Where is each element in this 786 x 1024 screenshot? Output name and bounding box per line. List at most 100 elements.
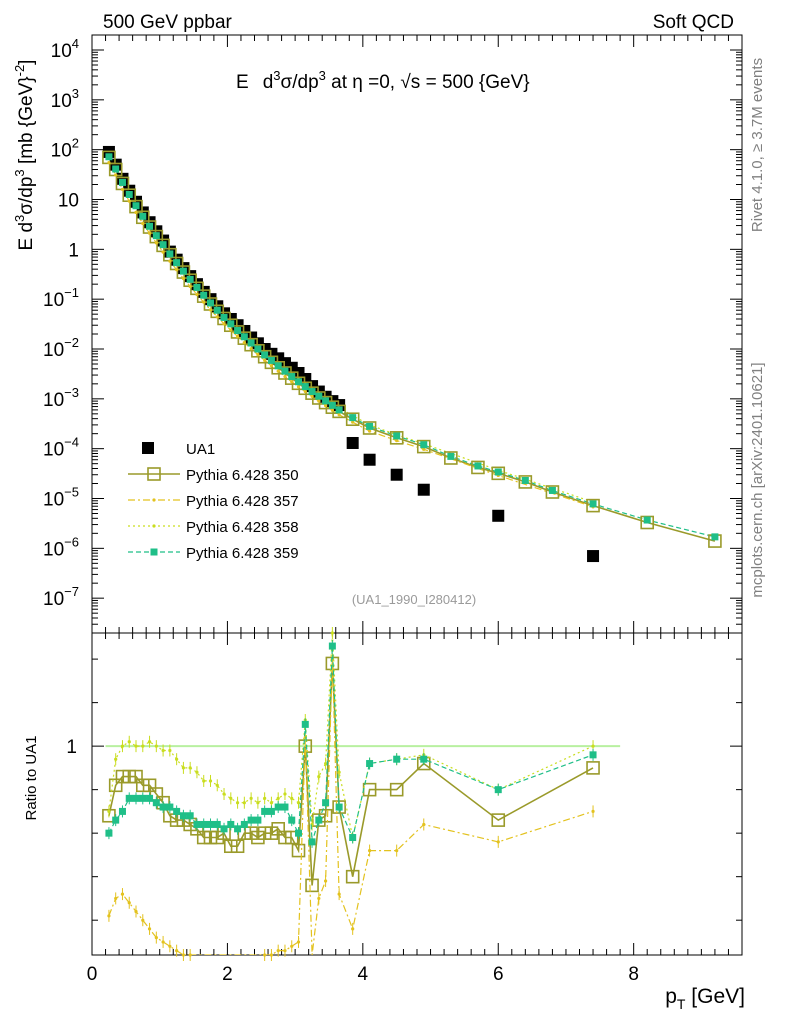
series-point [220, 313, 228, 321]
ratio-point [134, 909, 138, 914]
main-y-axis-label: E d3σ/dp3 [mb {GeV}-2] [12, 60, 37, 251]
series-point [175, 268, 179, 272]
ratio-point [127, 740, 131, 744]
series-point [491, 466, 506, 481]
ratio-point [335, 803, 343, 811]
ratio-point [222, 792, 226, 796]
ratio-point [315, 816, 323, 824]
ratio-point [120, 892, 125, 896]
analysis-watermark: (UA1_1990_I280412) [352, 592, 476, 607]
series-point [711, 533, 719, 541]
side-rivet-label: Rivet 4.1.0, ≥ 3.7M events [749, 58, 766, 232]
series-point [229, 328, 233, 332]
series-point [518, 475, 533, 489]
series-point [288, 373, 296, 381]
ratio-point [186, 812, 194, 820]
ratio-point [141, 918, 145, 922]
ratio-point [188, 953, 192, 957]
series-line [108, 162, 594, 508]
series-point [125, 190, 133, 198]
ratio-point [263, 796, 267, 800]
series-point [295, 378, 303, 386]
legend-label: Pythia 6.428 350 [186, 467, 299, 484]
y-tick-label: 10−2 [43, 335, 79, 361]
ratio-point [193, 820, 201, 828]
ratio-point [242, 801, 246, 805]
ratio-point [168, 748, 172, 753]
ratio-point [105, 829, 113, 837]
y-tick-label: 102 [51, 136, 79, 162]
ratio-point [269, 953, 274, 957]
series-point [274, 362, 282, 370]
ratio-point [118, 807, 126, 815]
ratio-point [188, 766, 192, 770]
ratio-point [114, 896, 118, 901]
series-point [181, 276, 186, 281]
ratio-point [296, 801, 301, 805]
series-point [118, 178, 126, 186]
series-point [193, 283, 201, 291]
series-point [349, 414, 357, 422]
ratio-point [195, 770, 199, 774]
series-point [146, 222, 154, 230]
ratio-point [146, 794, 154, 802]
series-point [345, 412, 360, 427]
series-point [242, 341, 246, 345]
ratio-point [317, 896, 321, 901]
ratio-point [317, 774, 321, 779]
series-point [267, 356, 275, 364]
y-tick-label: 10−1 [43, 285, 79, 311]
ratio-point [179, 812, 187, 820]
ratio-point [166, 803, 174, 811]
ratio-point [181, 766, 186, 770]
ratio-point [496, 840, 500, 844]
ratio-point [125, 794, 133, 802]
series-point [393, 432, 401, 440]
ratio-point [147, 927, 152, 931]
series-point [351, 420, 355, 424]
y-tick-label: 103 [51, 86, 79, 112]
ratio-point [328, 642, 336, 650]
y-tick-label: 10−6 [43, 534, 79, 560]
ratio-point [322, 799, 330, 807]
ratio-point [247, 816, 255, 824]
series-point [188, 284, 192, 289]
series-point [474, 462, 482, 470]
header-right: Soft QCD [653, 12, 734, 33]
series-point [337, 413, 341, 417]
ratio-point [161, 940, 165, 944]
series-point [308, 388, 316, 396]
main-frame [91, 34, 743, 634]
series-point [105, 153, 113, 161]
ratio-point [337, 770, 341, 774]
ratio-point [152, 799, 160, 807]
ratio-point [213, 820, 221, 828]
ratio-point [173, 807, 181, 815]
series-point [112, 165, 120, 173]
series-point [240, 333, 248, 341]
series-point [366, 422, 374, 430]
y-tick-label: 10−4 [43, 435, 79, 461]
x-tick-label: 2 [222, 964, 233, 985]
ratio-point [281, 803, 289, 811]
series-point [290, 380, 294, 384]
ratio-point [349, 834, 357, 842]
ratio-point [159, 803, 167, 811]
legend-marker [150, 548, 158, 556]
series-point [120, 187, 125, 191]
ratio-point [175, 757, 179, 761]
ratio-point [240, 820, 248, 828]
ratio-point [132, 794, 140, 802]
ratio-point [141, 744, 145, 748]
ratio-point [283, 949, 287, 953]
ratio-line [108, 659, 594, 955]
ratio-point [589, 751, 597, 759]
series-point [173, 259, 181, 267]
series-point [586, 498, 600, 513]
series-point [335, 406, 343, 414]
ratio-point [200, 820, 208, 828]
series-point [147, 231, 152, 235]
series-point [222, 322, 226, 326]
